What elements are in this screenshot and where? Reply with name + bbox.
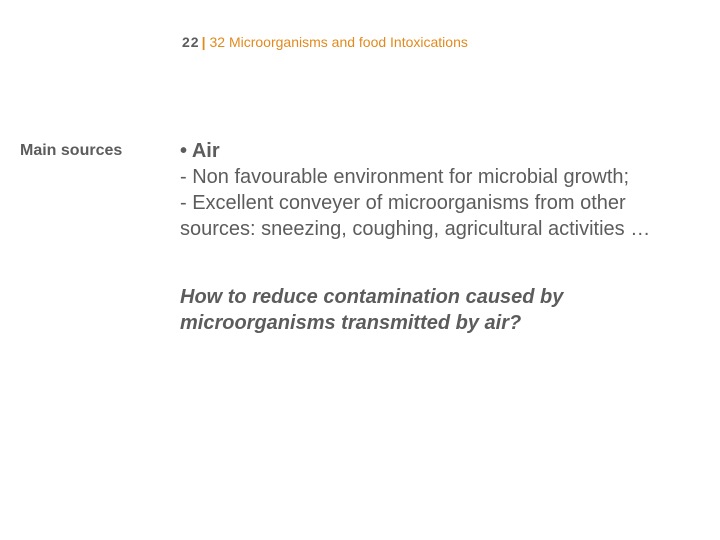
content-block: • Air - Non favourable environment for m… — [180, 138, 680, 336]
page-number: 22 — [182, 34, 200, 50]
slide-header: 22 | 32 Microorganisms and food Intoxica… — [182, 34, 468, 50]
bullet-marker: • — [180, 140, 192, 162]
body-line-1: - Non favourable environment for microbi… — [180, 164, 680, 190]
header-separator: | — [202, 34, 206, 50]
body-line-2: - Excellent conveyer of microorganisms f… — [180, 190, 680, 242]
chapter-title: 32 Microorganisms and food Intoxications — [210, 34, 468, 50]
slide-container: 22 | 32 Microorganisms and food Intoxica… — [0, 0, 720, 540]
bullet-line: • Air — [180, 138, 680, 164]
question-text: How to reduce contamination caused by mi… — [180, 284, 680, 336]
bullet-title: Air — [192, 140, 220, 162]
section-label: Main sources — [20, 142, 122, 160]
